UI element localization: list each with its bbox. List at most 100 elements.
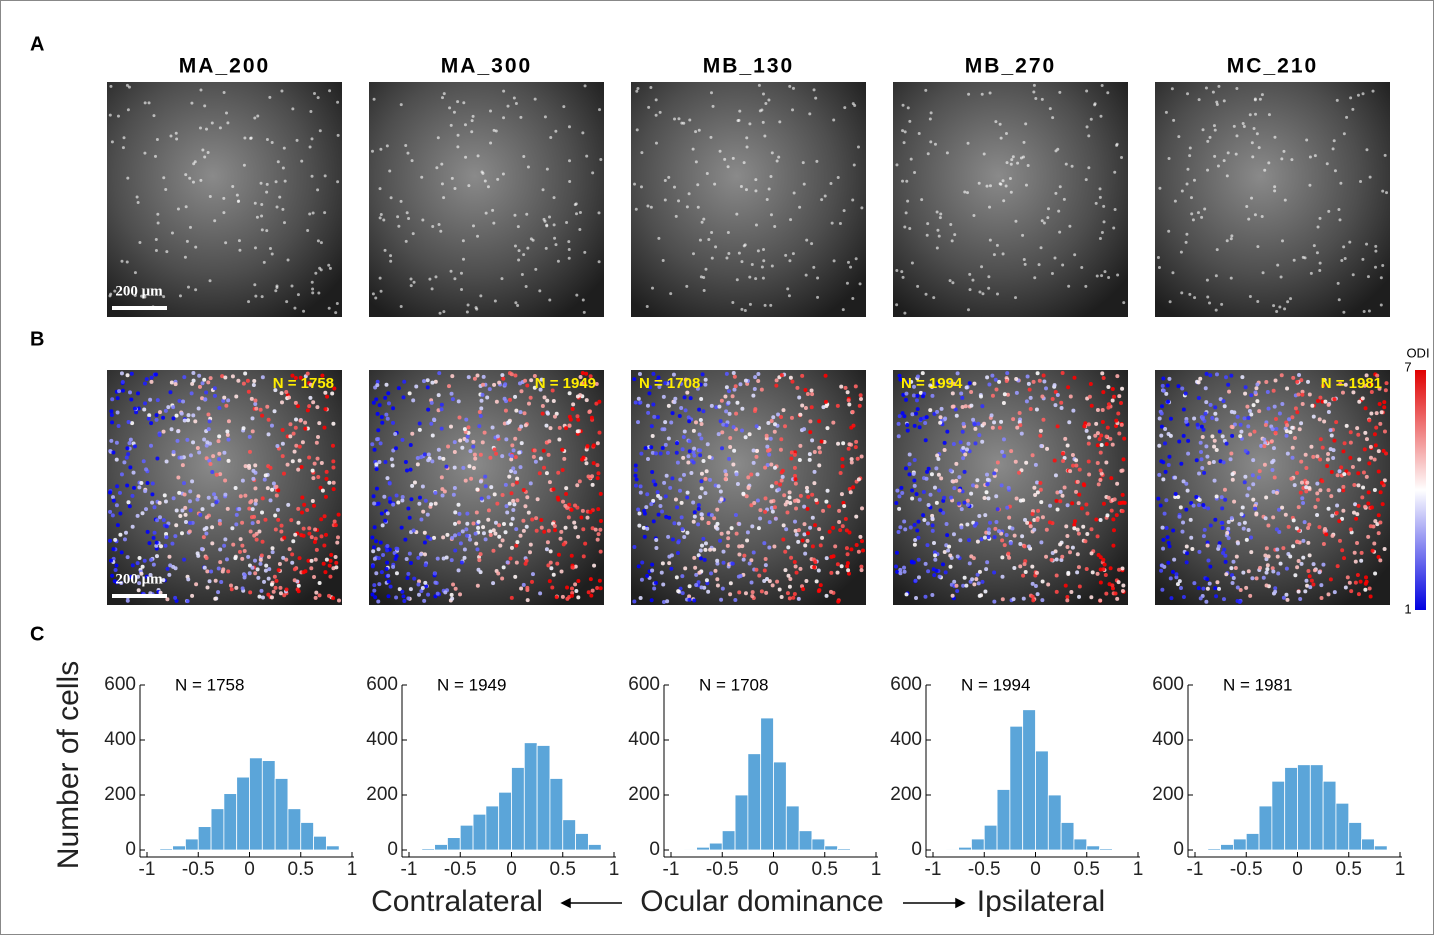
cell bbox=[1374, 426, 1378, 430]
cell bbox=[1077, 532, 1081, 536]
cell bbox=[960, 396, 964, 400]
cell bbox=[445, 555, 449, 559]
cell bbox=[1212, 91, 1215, 94]
cell bbox=[263, 478, 267, 482]
cell bbox=[297, 589, 301, 593]
cell bbox=[1161, 460, 1165, 464]
cell bbox=[704, 541, 708, 545]
cell bbox=[515, 498, 519, 502]
cell bbox=[401, 495, 405, 499]
cell bbox=[1103, 220, 1106, 223]
cell bbox=[632, 377, 636, 381]
cell bbox=[492, 528, 496, 532]
cell bbox=[1159, 434, 1163, 438]
cell bbox=[1021, 498, 1025, 502]
cell bbox=[649, 445, 653, 449]
cell bbox=[117, 389, 121, 393]
cell bbox=[1179, 586, 1183, 590]
cell bbox=[1200, 466, 1204, 470]
bar bbox=[1310, 765, 1323, 850]
cell bbox=[1371, 549, 1375, 553]
bar bbox=[799, 831, 812, 850]
cell bbox=[211, 503, 215, 507]
cell bbox=[816, 296, 819, 299]
cell bbox=[410, 284, 413, 287]
cell bbox=[177, 399, 181, 403]
cell bbox=[696, 522, 700, 526]
bar bbox=[550, 779, 563, 851]
cell bbox=[1375, 411, 1379, 415]
cell bbox=[1363, 431, 1367, 435]
cell bbox=[423, 540, 427, 544]
cell bbox=[1055, 149, 1058, 152]
cell bbox=[1230, 410, 1234, 414]
cell bbox=[925, 477, 929, 481]
cell bbox=[808, 112, 811, 115]
cell bbox=[806, 531, 810, 535]
cell bbox=[1243, 480, 1247, 484]
cell bbox=[972, 582, 976, 586]
cell bbox=[745, 136, 748, 139]
cell bbox=[1101, 231, 1104, 234]
cell bbox=[118, 511, 122, 515]
cell bbox=[1285, 423, 1289, 427]
cell bbox=[444, 465, 448, 469]
cell bbox=[1241, 571, 1245, 575]
cell bbox=[426, 535, 430, 539]
cell bbox=[514, 455, 518, 459]
cell bbox=[1303, 520, 1307, 524]
cell bbox=[967, 538, 971, 542]
cell bbox=[1066, 503, 1070, 507]
cell bbox=[1058, 542, 1062, 546]
cell bbox=[1363, 588, 1367, 592]
cell bbox=[725, 256, 728, 259]
cell bbox=[917, 575, 921, 579]
cell bbox=[553, 524, 557, 528]
cell bbox=[660, 571, 664, 575]
cell bbox=[1180, 530, 1184, 534]
cell bbox=[910, 560, 914, 564]
cell bbox=[707, 238, 710, 241]
cell bbox=[1214, 594, 1218, 598]
cell bbox=[996, 244, 999, 247]
cell bbox=[1378, 402, 1382, 406]
cell bbox=[590, 416, 594, 420]
cell bbox=[1031, 595, 1035, 599]
cell bbox=[788, 259, 791, 262]
cell bbox=[1000, 555, 1004, 559]
cell bbox=[733, 375, 737, 379]
cell bbox=[500, 577, 504, 581]
cell bbox=[1186, 489, 1190, 493]
cell bbox=[1345, 424, 1349, 428]
cell bbox=[654, 538, 658, 542]
cell bbox=[765, 434, 769, 438]
cell bbox=[1056, 424, 1060, 428]
cell bbox=[1265, 571, 1269, 575]
cell bbox=[1030, 565, 1034, 569]
cell bbox=[583, 542, 587, 546]
cell bbox=[766, 449, 770, 453]
cell bbox=[761, 266, 764, 269]
cell bbox=[666, 451, 670, 455]
cell bbox=[987, 383, 991, 387]
cell bbox=[126, 260, 129, 263]
cell bbox=[651, 402, 655, 406]
cell bbox=[1256, 132, 1259, 135]
colorbar bbox=[1415, 370, 1426, 610]
cell bbox=[275, 286, 278, 289]
cell bbox=[1007, 516, 1011, 520]
cell bbox=[1226, 527, 1230, 531]
cell bbox=[589, 594, 593, 598]
cell bbox=[488, 456, 492, 460]
cell bbox=[824, 404, 828, 408]
cell bbox=[922, 518, 926, 522]
x-tick-label: 0.5 bbox=[1336, 859, 1362, 880]
cell bbox=[413, 480, 417, 484]
cell bbox=[126, 599, 130, 603]
cell bbox=[194, 582, 198, 586]
cell bbox=[336, 302, 339, 305]
cell bbox=[533, 449, 537, 453]
cell bbox=[317, 96, 320, 99]
cell bbox=[678, 489, 682, 493]
cell bbox=[571, 402, 575, 406]
